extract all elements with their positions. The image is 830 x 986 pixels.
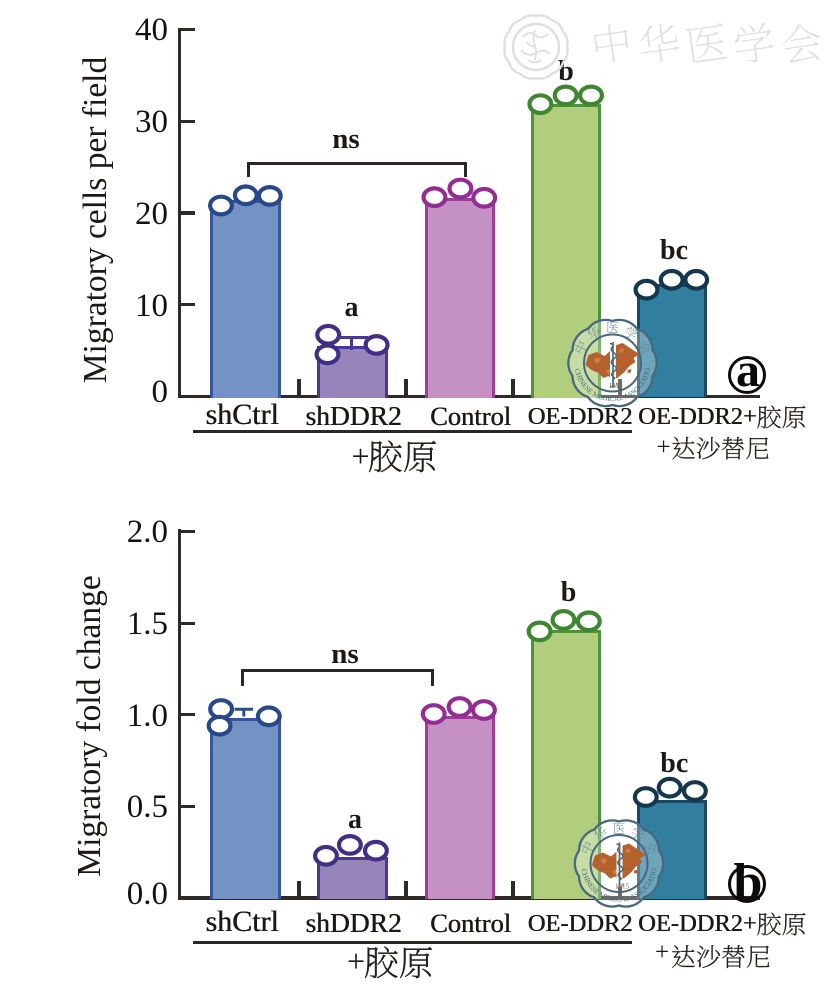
- svg-text:1915: 1915: [615, 883, 630, 891]
